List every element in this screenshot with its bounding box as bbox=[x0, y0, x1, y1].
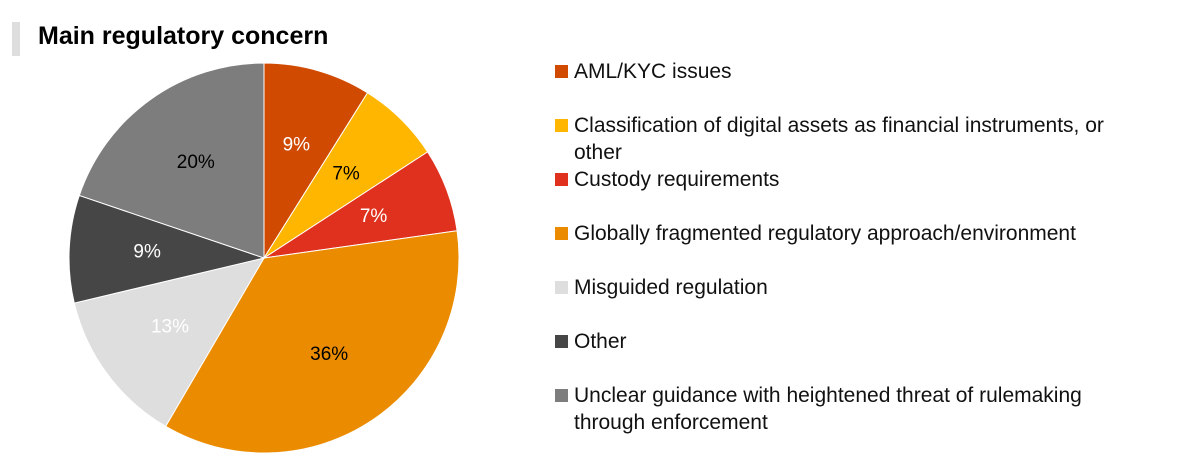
legend-item: Classification of digital assets as fina… bbox=[555, 112, 1155, 166]
value-label: 36% bbox=[310, 344, 348, 365]
chart-title: Main regulatory concern bbox=[38, 22, 329, 50]
value-label: 7% bbox=[332, 164, 360, 185]
legend-swatch bbox=[555, 281, 568, 294]
legend-item: Misguided regulation bbox=[555, 274, 1155, 301]
title-accent bbox=[12, 22, 20, 56]
legend-swatch bbox=[555, 65, 568, 78]
legend-swatch bbox=[555, 173, 568, 186]
legend-label: Globally fragmented regulatory approach/… bbox=[574, 222, 1076, 245]
legend-label: Custody requirements bbox=[574, 168, 780, 191]
pie-slice bbox=[164, 230, 460, 454]
legend-label: AML/KYC issues bbox=[574, 60, 732, 83]
legend-swatch bbox=[555, 227, 568, 240]
pie-slice bbox=[78, 62, 265, 259]
value-label: 13% bbox=[151, 317, 189, 338]
value-label: 9% bbox=[283, 135, 311, 156]
value-label: 20% bbox=[177, 152, 215, 173]
legend-label: Other bbox=[574, 330, 627, 353]
legend-item: Custody requirements bbox=[555, 166, 1155, 193]
pie-slice bbox=[68, 194, 266, 304]
legend-item: Globally fragmented regulatory approach/… bbox=[555, 220, 1155, 247]
value-label: 7% bbox=[360, 206, 388, 227]
pie-slice bbox=[73, 257, 266, 428]
legend-swatch bbox=[555, 335, 568, 348]
legend-label: Classification of digital assets as fina… bbox=[574, 114, 1104, 164]
legend-label: Misguided regulation bbox=[574, 276, 768, 299]
legend-label: Unclear guidance with heightened threat … bbox=[574, 384, 1082, 434]
legend-swatch bbox=[555, 389, 568, 402]
legend-swatch bbox=[555, 119, 568, 132]
value-label: 9% bbox=[133, 242, 161, 263]
legend-item: AML/KYC issues bbox=[555, 58, 1155, 85]
legend-item: Unclear guidance with heightened threat … bbox=[555, 382, 1155, 436]
legend-item: Other bbox=[555, 328, 1155, 355]
pie-slice bbox=[263, 62, 369, 260]
